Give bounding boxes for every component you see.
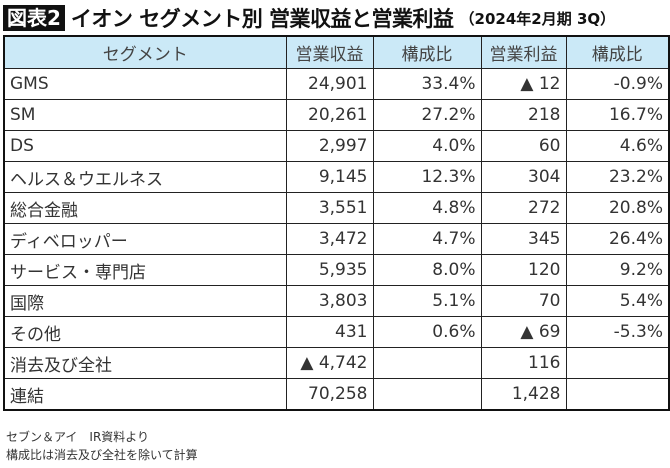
table-row: その他 431 0.6% ▲ 69 -5.3% (3, 316, 670, 348)
revenue-share-cell (372, 347, 482, 379)
title-subtitle: （2024年2月期 3Q） (459, 9, 616, 28)
profit-share-cell (565, 347, 670, 379)
table-row: 消去及び全社 ▲ 4,742 116 (3, 347, 670, 379)
revenue-cell: 24,901 (285, 68, 374, 100)
revenue-share-cell: 12.3% (372, 161, 482, 193)
segment-cell: ディベロッパー (3, 223, 287, 255)
segment-cell: GMS (3, 68, 287, 100)
segment-cell: 総合金融 (3, 192, 287, 224)
revenue-share-cell: 4.8% (372, 192, 482, 224)
profit-cell: 120 (480, 254, 567, 286)
revenue-share-cell: 5.1% (372, 285, 482, 317)
profit-share-cell: 20.8% (565, 192, 670, 224)
segment-cell: 国際 (3, 285, 287, 317)
segment-cell: DS (3, 130, 287, 162)
revenue-cell: 3,472 (285, 223, 374, 255)
table-row: サービス・専門店 5,935 8.0% 120 9.2% (3, 254, 670, 286)
table-row: ディベロッパー 3,472 4.7% 345 26.4% (3, 223, 670, 255)
revenue-cell: 431 (285, 316, 374, 348)
profit-share-cell: 4.6% (565, 130, 670, 162)
revenue-cell: 9,145 (285, 161, 374, 193)
header-row: セグメント 営業収益 構成比 営業利益 構成比 (3, 35, 670, 69)
header-revenue: 営業収益 (285, 35, 374, 69)
profit-share-cell: -5.3% (565, 316, 670, 348)
table-row: 総合金融 3,551 4.8% 272 20.8% (3, 192, 670, 224)
table-row: DS 2,997 4.0% 60 4.6% (3, 130, 670, 162)
footnotes: セブン＆アイ IR資料より 構成比は消去及び全社を除いて計算 (6, 428, 198, 464)
segment-cell: 連結 (3, 378, 287, 411)
profit-share-cell: 5.4% (565, 285, 670, 317)
revenue-share-cell: 4.0% (372, 130, 482, 162)
header-profit-share: 構成比 (565, 35, 670, 69)
revenue-share-cell (372, 378, 482, 411)
profit-share-cell: 26.4% (565, 223, 670, 255)
revenue-share-cell: 27.2% (372, 99, 482, 131)
revenue-cell: 3,803 (285, 285, 374, 317)
revenue-cell: 70,258 (285, 378, 374, 411)
table-row: 連結 70,258 1,428 (3, 378, 670, 411)
profit-cell: 345 (480, 223, 567, 255)
profit-cell: 60 (480, 130, 567, 162)
segment-cell: ヘルス＆ウエルネス (3, 161, 287, 193)
profit-cell: ▲ 69 (480, 316, 567, 348)
profit-cell: 272 (480, 192, 567, 224)
header-profit: 営業利益 (480, 35, 567, 69)
figure-title: 図表2 イオン セグメント別 営業収益と営業利益 （2024年2月期 3Q） (3, 4, 615, 32)
revenue-share-cell: 4.7% (372, 223, 482, 255)
profit-cell: ▲ 12 (480, 68, 567, 100)
revenue-cell: 2,997 (285, 130, 374, 162)
header-segment: セグメント (3, 35, 287, 69)
profit-share-cell: 16.7% (565, 99, 670, 131)
profit-cell: 116 (480, 347, 567, 379)
profit-share-cell: -0.9% (565, 68, 670, 100)
revenue-cell: ▲ 4,742 (285, 347, 374, 379)
revenue-share-cell: 0.6% (372, 316, 482, 348)
revenue-share-cell: 33.4% (372, 68, 482, 100)
profit-cell: 304 (480, 161, 567, 193)
segment-cell: 消去及び全社 (3, 347, 287, 379)
revenue-cell: 5,935 (285, 254, 374, 286)
calc-note: 構成比は消去及び全社を除いて計算 (6, 448, 198, 462)
profit-share-cell (565, 378, 670, 411)
figure-badge: 図表2 (3, 5, 65, 31)
revenue-share-cell: 8.0% (372, 254, 482, 286)
table-row: ヘルス＆ウエルネス 9,145 12.3% 304 23.2% (3, 161, 670, 193)
profit-share-cell: 9.2% (565, 254, 670, 286)
profit-cell: 1,428 (480, 378, 567, 411)
profit-cell: 218 (480, 99, 567, 131)
table-row: SM 20,261 27.2% 218 16.7% (3, 99, 670, 131)
segment-table: セグメント 営業収益 構成比 営業利益 構成比 GMS 24,901 33.4% ▲ … (3, 35, 670, 411)
source-note: セブン＆アイ IR資料より (6, 430, 150, 444)
revenue-cell: 3,551 (285, 192, 374, 224)
segment-cell: SM (3, 99, 287, 131)
profit-share-cell: 23.2% (565, 161, 670, 193)
header-revenue-share: 構成比 (372, 35, 482, 69)
segment-cell: サービス・専門店 (3, 254, 287, 286)
table-row: GMS 24,901 33.4% ▲ 12 -0.9% (3, 68, 670, 100)
table-row: 国際 3,803 5.1% 70 5.4% (3, 285, 670, 317)
revenue-cell: 20,261 (285, 99, 374, 131)
profit-cell: 70 (480, 285, 567, 317)
segment-cell: その他 (3, 316, 287, 348)
title-main: イオン セグメント別 営業収益と営業利益 (70, 7, 454, 31)
